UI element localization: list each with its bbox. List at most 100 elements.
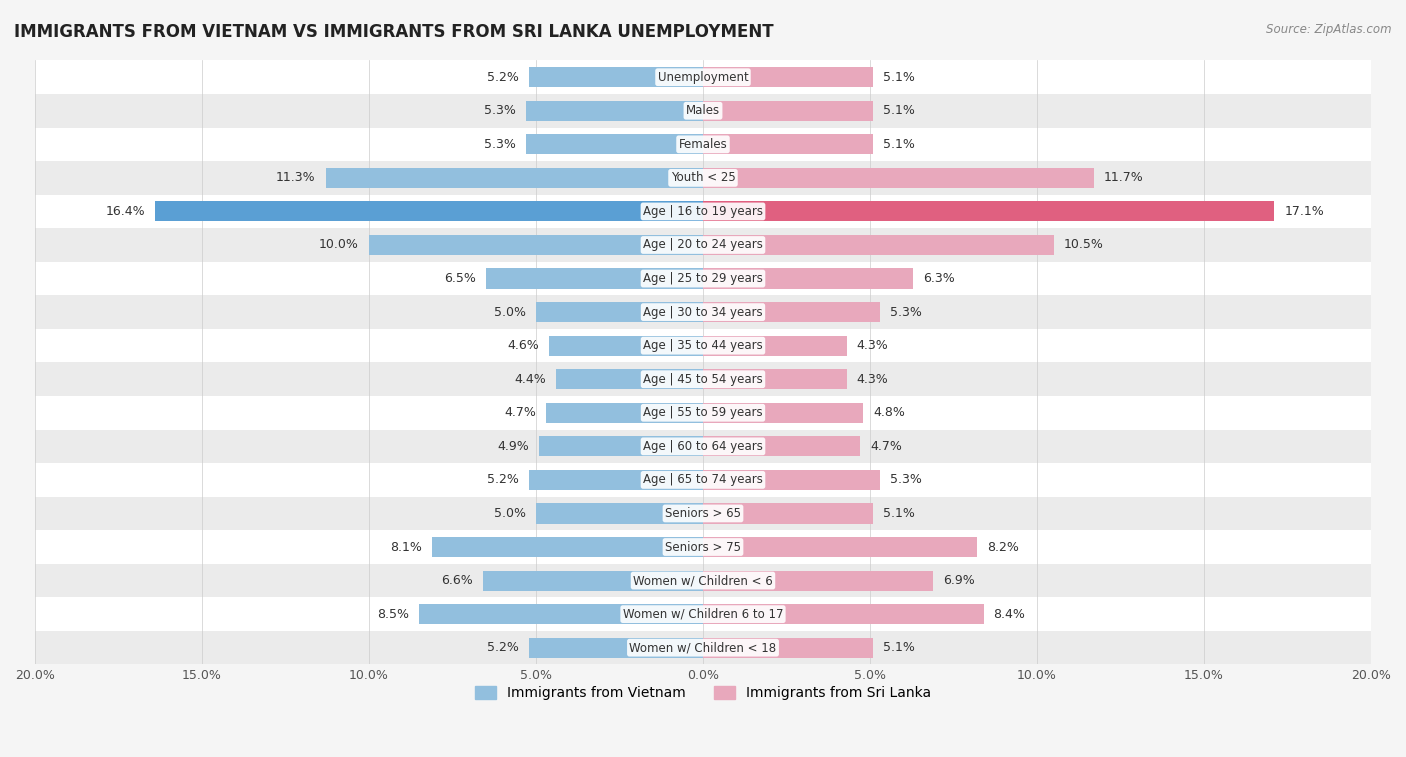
Bar <box>486 269 703 288</box>
Text: 10.0%: 10.0% <box>319 238 359 251</box>
Text: Females: Females <box>679 138 727 151</box>
Text: Age | 30 to 34 years: Age | 30 to 34 years <box>643 306 763 319</box>
Bar <box>550 335 703 356</box>
Text: Women w/ Children < 6: Women w/ Children < 6 <box>633 574 773 587</box>
Bar <box>419 604 703 625</box>
Text: 5.1%: 5.1% <box>883 104 915 117</box>
Text: 6.9%: 6.9% <box>943 574 976 587</box>
Bar <box>526 134 703 154</box>
Text: 5.0%: 5.0% <box>494 306 526 319</box>
Text: 8.5%: 8.5% <box>377 608 409 621</box>
Text: Women w/ Children < 18: Women w/ Children < 18 <box>630 641 776 654</box>
Bar <box>35 61 1371 94</box>
Bar <box>703 604 984 625</box>
Bar <box>703 302 880 322</box>
Bar <box>703 470 880 490</box>
Bar <box>536 503 703 524</box>
Text: 4.4%: 4.4% <box>515 372 546 386</box>
Bar <box>155 201 703 222</box>
Bar <box>35 127 1371 161</box>
Text: Age | 45 to 54 years: Age | 45 to 54 years <box>643 372 763 386</box>
Text: Age | 25 to 29 years: Age | 25 to 29 years <box>643 272 763 285</box>
Text: Age | 16 to 19 years: Age | 16 to 19 years <box>643 205 763 218</box>
Bar <box>703 436 860 456</box>
Text: Seniors > 75: Seniors > 75 <box>665 540 741 553</box>
Bar <box>540 436 703 456</box>
Bar <box>482 571 703 590</box>
Text: 5.2%: 5.2% <box>488 473 519 487</box>
Text: Males: Males <box>686 104 720 117</box>
Text: 11.7%: 11.7% <box>1104 171 1143 185</box>
Text: 4.6%: 4.6% <box>508 339 540 352</box>
Bar <box>35 161 1371 195</box>
Bar <box>703 571 934 590</box>
Text: Source: ZipAtlas.com: Source: ZipAtlas.com <box>1267 23 1392 36</box>
Bar <box>35 295 1371 329</box>
Text: Age | 65 to 74 years: Age | 65 to 74 years <box>643 473 763 487</box>
Text: 6.3%: 6.3% <box>924 272 955 285</box>
Bar <box>529 67 703 87</box>
Bar <box>35 195 1371 228</box>
Text: Age | 60 to 64 years: Age | 60 to 64 years <box>643 440 763 453</box>
Text: Women w/ Children 6 to 17: Women w/ Children 6 to 17 <box>623 608 783 621</box>
Bar <box>703 168 1094 188</box>
Bar <box>326 168 703 188</box>
Text: 5.2%: 5.2% <box>488 641 519 654</box>
Bar <box>526 101 703 121</box>
Text: Age | 35 to 44 years: Age | 35 to 44 years <box>643 339 763 352</box>
Text: 5.3%: 5.3% <box>484 104 516 117</box>
Text: 4.7%: 4.7% <box>870 440 901 453</box>
Bar <box>35 429 1371 463</box>
Bar <box>35 94 1371 127</box>
Bar <box>703 335 846 356</box>
Text: 10.5%: 10.5% <box>1064 238 1104 251</box>
Bar <box>433 537 703 557</box>
Bar <box>555 369 703 389</box>
Bar <box>35 329 1371 363</box>
Bar <box>35 228 1371 262</box>
Legend: Immigrants from Vietnam, Immigrants from Sri Lanka: Immigrants from Vietnam, Immigrants from… <box>470 681 936 706</box>
Bar <box>703 369 846 389</box>
Text: 4.8%: 4.8% <box>873 407 905 419</box>
Text: 5.1%: 5.1% <box>883 507 915 520</box>
Bar <box>703 67 873 87</box>
Text: 8.4%: 8.4% <box>994 608 1025 621</box>
Bar <box>703 101 873 121</box>
Text: 5.0%: 5.0% <box>494 507 526 520</box>
Bar <box>546 403 703 423</box>
Text: 5.1%: 5.1% <box>883 641 915 654</box>
Text: 8.2%: 8.2% <box>987 540 1019 553</box>
Bar <box>703 235 1053 255</box>
Text: 5.2%: 5.2% <box>488 70 519 84</box>
Bar <box>35 497 1371 530</box>
Text: Unemployment: Unemployment <box>658 70 748 84</box>
Text: 5.3%: 5.3% <box>890 306 922 319</box>
Text: 4.3%: 4.3% <box>856 372 889 386</box>
Text: 5.3%: 5.3% <box>890 473 922 487</box>
Bar <box>703 503 873 524</box>
Text: Youth < 25: Youth < 25 <box>671 171 735 185</box>
Bar <box>529 637 703 658</box>
Bar <box>368 235 703 255</box>
Bar <box>529 470 703 490</box>
Text: 4.9%: 4.9% <box>498 440 529 453</box>
Bar <box>536 302 703 322</box>
Text: IMMIGRANTS FROM VIETNAM VS IMMIGRANTS FROM SRI LANKA UNEMPLOYMENT: IMMIGRANTS FROM VIETNAM VS IMMIGRANTS FR… <box>14 23 773 41</box>
Text: 5.3%: 5.3% <box>484 138 516 151</box>
Text: 17.1%: 17.1% <box>1284 205 1324 218</box>
Bar <box>703 201 1274 222</box>
Text: Seniors > 65: Seniors > 65 <box>665 507 741 520</box>
Bar <box>35 530 1371 564</box>
Text: Age | 55 to 59 years: Age | 55 to 59 years <box>643 407 763 419</box>
Text: 5.1%: 5.1% <box>883 138 915 151</box>
Text: 8.1%: 8.1% <box>391 540 422 553</box>
Bar <box>35 631 1371 665</box>
Bar <box>703 403 863 423</box>
Bar <box>35 564 1371 597</box>
Text: 11.3%: 11.3% <box>276 171 315 185</box>
Bar <box>703 269 914 288</box>
Text: 6.6%: 6.6% <box>440 574 472 587</box>
Bar <box>35 262 1371 295</box>
Text: 4.7%: 4.7% <box>505 407 536 419</box>
Bar <box>703 537 977 557</box>
